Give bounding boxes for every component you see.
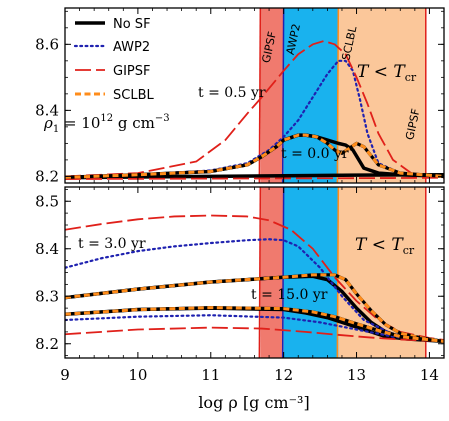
annotation-t-15-0: t = 15.0 yr — [251, 287, 328, 303]
series-line-awp2 — [65, 238, 444, 343]
legend: No SF AWP2 GIPSF SCLBL — [73, 17, 154, 103]
region-boundary-line — [336, 187, 340, 358]
x-tick-label: 9 — [60, 366, 70, 384]
band-label: GIPSF — [260, 30, 279, 64]
region-boundary-line — [281, 8, 285, 183]
series-line-sclbl — [65, 273, 444, 343]
x-axis-label: log ρ [g cm⁻³] — [198, 393, 309, 412]
top-series — [65, 40, 444, 180]
region-gipsf-band — [260, 187, 284, 358]
y-tick-label: 8.3 — [35, 287, 59, 305]
region-awp2-band — [283, 187, 339, 358]
density-label: ρ1 = 1012 g cm−3 — [43, 113, 170, 135]
legend-label-no-sf: No SF — [113, 17, 151, 32]
bottom-series — [65, 214, 444, 344]
series-line-sclbl — [65, 133, 444, 179]
region-boundary-line — [258, 8, 262, 183]
series-line-sclbl — [65, 306, 444, 343]
y-tick-label: 8.2 — [35, 167, 59, 185]
tcr-label-top: T < Tcr — [357, 62, 417, 84]
legend-label-sclbl: SCLBL — [113, 88, 154, 103]
x-tick-label: 13 — [347, 366, 366, 384]
series-line-no-sf — [65, 172, 444, 180]
bottom-ticks: 9 10 11 12 13 14 8.2 8.3 8.4 8.5 — [35, 187, 445, 384]
x-tick-label: 12 — [274, 366, 293, 384]
legend-label-gipsf: GIPSF — [113, 64, 150, 79]
y-tick-label: 8.4 — [35, 240, 59, 258]
annotation-t-0-5: t = 0.5 yr — [198, 85, 266, 101]
region-t-below-tcr — [338, 8, 426, 183]
top-regions — [258, 8, 427, 183]
panel-bottom: 9 10 11 12 13 14 8.2 8.3 8.4 8.5 t = 3.0 yr t = 1… — [35, 186, 445, 384]
series-line-gipsf — [65, 326, 444, 343]
tcr-label-bottom: T < Tcr — [355, 235, 415, 257]
annotation-t-3-0: t = 3.0 yr — [78, 236, 146, 252]
series-line-gipsf — [65, 40, 444, 178]
region-boundary-line — [281, 187, 285, 358]
y-tick-label: 8.2 — [35, 335, 59, 353]
x-tick-label: 10 — [128, 366, 147, 384]
y-tick-label: 8.6 — [35, 35, 59, 53]
x-tick-label: 11 — [201, 366, 220, 384]
x-tick-label: 14 — [420, 366, 439, 384]
legend-label-awp2: AWP2 — [113, 40, 150, 55]
y-tick-label: 8.4 — [35, 101, 59, 119]
region-boundary-line — [336, 8, 340, 183]
panel-top: GIPSF AWP2 SCLBL GIPSF 8.2 8.4 8.6 No SF AWP2… — [35, 7, 445, 185]
region-gipsf-band — [260, 8, 284, 183]
region-awp2-band — [283, 8, 339, 183]
region-boundary-line — [258, 187, 262, 358]
top-ticks: 8.2 8.4 8.6 — [35, 8, 445, 185]
y-tick-label: 8.5 — [35, 192, 59, 210]
band-label: GIPSF — [403, 107, 422, 141]
band-label: AWP2 — [284, 23, 303, 56]
annotation-t-0-0: t = 0.0 yr — [281, 146, 349, 162]
